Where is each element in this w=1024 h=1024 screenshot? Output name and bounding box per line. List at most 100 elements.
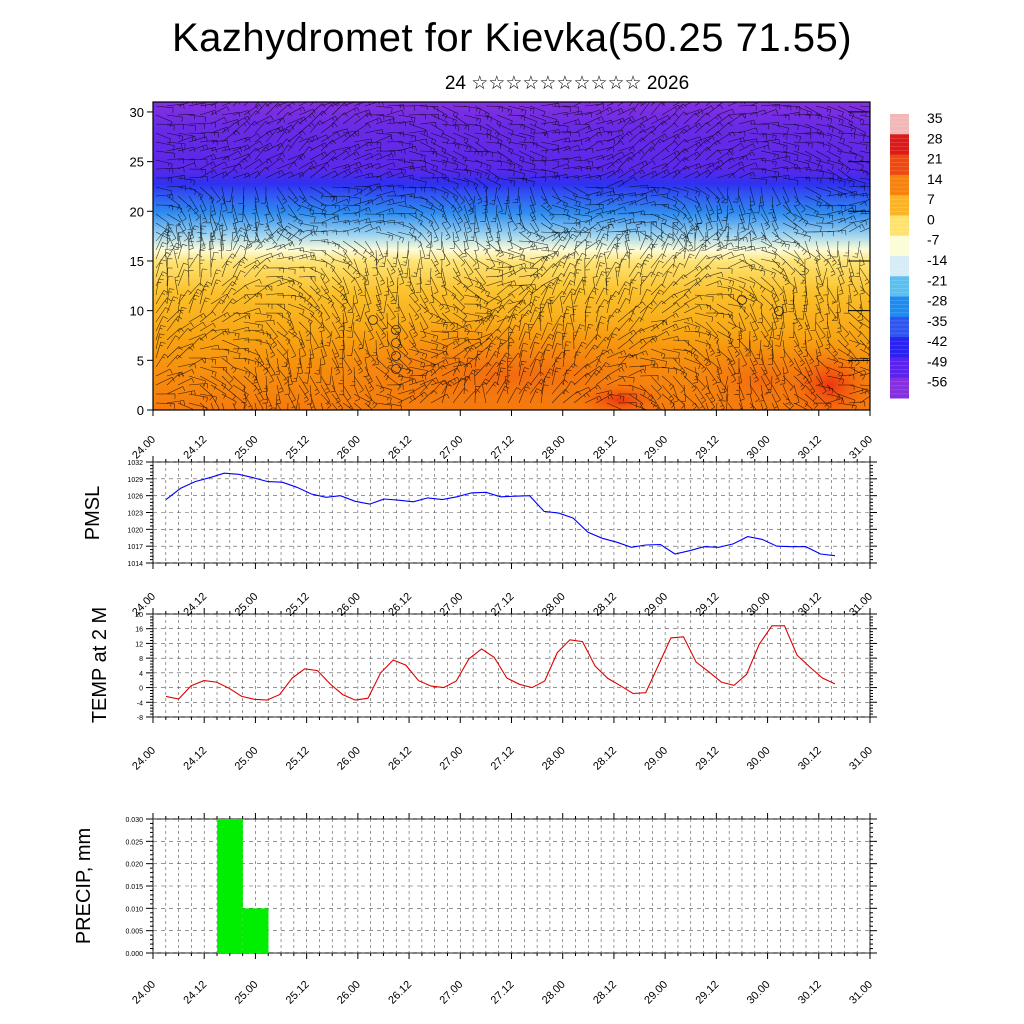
y-tick-label: 1023	[127, 511, 143, 518]
cross-section-panel: 0 5 10 15 20 25 30 24.00 24.12 25.00 25.12 26.00 26.…	[130, 101, 875, 462]
x-tick-label: 30.12	[796, 745, 824, 773]
x-tick-label: 24.12	[181, 745, 209, 773]
colorbar-label: -56	[927, 374, 947, 390]
y-tick-label: 16	[135, 627, 143, 634]
y-tick-label: 12	[135, 641, 143, 648]
x-tick-label: 31.00	[847, 434, 875, 462]
y-tick-label: 0.030	[125, 817, 143, 824]
y-tick-label: 1014	[127, 561, 143, 568]
x-tick-label: 24.00	[130, 434, 158, 462]
y-tick-label: 1032	[127, 460, 143, 467]
colorbar-swatch	[890, 195, 909, 216]
x-tick-label: 30.00	[745, 434, 773, 462]
x-tick-label: 27.12	[489, 745, 517, 773]
colorbar-label: -14	[927, 252, 947, 268]
precip-bar	[217, 819, 243, 953]
y-tick-label: 0.025	[125, 839, 143, 846]
temperature-panel: 24.00 24.12 25.00 25.12 26.00 26.12 27.00 27.12…	[89, 607, 877, 773]
colorbar-swatch	[890, 276, 909, 298]
colorbar-label: -42	[927, 333, 947, 349]
y-tick-label: -4	[137, 700, 143, 707]
plot-frame	[152, 613, 871, 718]
x-tick-label: 24.12	[181, 979, 209, 1007]
y-tick-label: 1017	[127, 544, 143, 551]
x-tick-label: 27.12	[489, 979, 517, 1007]
colorbar-swatch	[890, 357, 909, 379]
x-tick-label: 26.00	[335, 434, 363, 462]
colorbar-swatch	[890, 174, 909, 196]
x-tick-label: 26.12	[386, 434, 414, 462]
calm-circle	[737, 295, 747, 305]
y-tick-label: 0	[137, 403, 144, 418]
x-tick-label: 31.00	[847, 979, 875, 1007]
y-tick-label: 4	[139, 671, 143, 678]
x-tick-label: 27.00	[437, 434, 465, 462]
colorbar-label: 21	[927, 151, 943, 167]
x-tick-label: 28.00	[540, 434, 568, 462]
y-tick-label: 30	[130, 105, 144, 120]
y-tick-label: 20	[130, 204, 144, 219]
colorbar-swatch	[890, 296, 909, 318]
y-tick-label: -8	[137, 715, 143, 722]
colorbar-label: 28	[927, 130, 943, 146]
x-tick-label: 27.12	[489, 434, 517, 462]
x-tick-label: 24.00	[130, 979, 158, 1007]
x-tick-label: 25.00	[233, 434, 261, 462]
colorbar-label: -49	[927, 353, 947, 369]
hot-area	[570, 380, 670, 410]
y-tick-label: 15	[130, 254, 144, 269]
calm-circle	[391, 325, 401, 335]
pmsl-axis-label: PMSL	[82, 486, 104, 540]
colorbar-swatch	[890, 154, 909, 176]
calm-circle	[368, 315, 378, 325]
page-subtitle: 24 ☆☆☆☆☆☆☆☆☆☆ 2026	[444, 73, 690, 94]
colorbar-label: -7	[927, 232, 940, 248]
x-tick-label: 30.00	[745, 745, 773, 773]
calm-circle	[391, 364, 401, 374]
x-tick-label: 29.00	[642, 979, 670, 1007]
calm-circle	[391, 351, 401, 361]
x-tick-label: 27.00	[437, 745, 465, 773]
calm-circle	[391, 338, 401, 348]
x-tick-label: 27.00	[437, 979, 465, 1007]
pmsl-panel: 24.00 24.12 25.00 25.12 26.00 26.12 27.00 27.12…	[82, 456, 877, 619]
colorbar-swatch	[890, 337, 909, 358]
x-tick-label: 28.00	[540, 745, 568, 773]
colorbar-label: -28	[927, 293, 947, 309]
y-tick-label: 0.015	[125, 884, 143, 891]
y-tick-label: 0.020	[125, 862, 143, 869]
x-tick-label: 25.12	[284, 434, 312, 462]
y-tick-label: 10	[130, 304, 144, 319]
x-tick-label: 26.00	[335, 745, 363, 773]
y-tick-label: 0.010	[125, 906, 143, 913]
x-tick-label: 26.00	[335, 979, 363, 1007]
colorbar-label: 0	[927, 211, 935, 227]
colorbar-swatch	[890, 215, 909, 237]
x-tick-label: 30.12	[796, 979, 824, 1007]
calm-circle	[774, 306, 784, 316]
y-tick-label: 1026	[127, 494, 143, 501]
precip-plot: 24.00 24.12 25.00 25.12 26.00 26.12 27.00 27.12…	[125, 813, 877, 1007]
y-tick-label: 5	[137, 353, 144, 368]
x-tick-label: 24.12	[181, 434, 209, 462]
colorbar-swatch	[890, 114, 909, 135]
x-tick-label: 29.00	[642, 434, 670, 462]
series-line	[165, 625, 836, 701]
pmsl-plot: 24.00 24.12 25.00 25.12 26.00 26.12 27.00 27.12…	[127, 456, 877, 619]
page-title: Kazhydromet for Kievka(50.25 71.55)	[171, 16, 853, 60]
x-tick-label: 29.12	[694, 979, 722, 1007]
colorbar-swatch	[890, 316, 909, 338]
colorbar-swatch	[890, 256, 909, 277]
colorbar-label: 7	[927, 191, 935, 207]
precip-panel: 24.00 24.12 25.00 25.12 26.00 26.12 27.00 27.12…	[73, 813, 877, 1007]
y-tick-label: 1029	[127, 477, 143, 484]
series-line	[165, 472, 836, 557]
temperature-axis-label: TEMP at 2 M	[89, 607, 111, 723]
x-tick-label: 28.00	[540, 979, 568, 1007]
x-tick-label: 30.00	[745, 979, 773, 1007]
x-tick-label: 28.12	[591, 745, 619, 773]
y-tick-label: 8	[139, 656, 143, 663]
x-tick-label: 25.00	[233, 745, 261, 773]
y-tick-label: 0	[139, 686, 143, 693]
